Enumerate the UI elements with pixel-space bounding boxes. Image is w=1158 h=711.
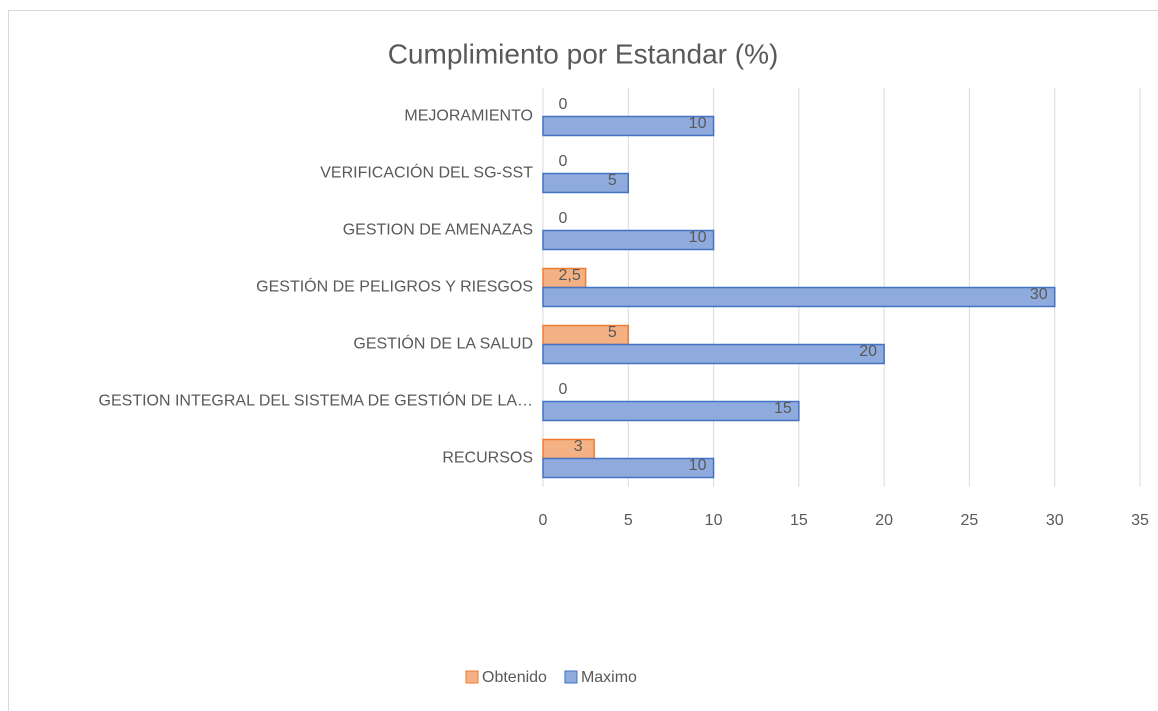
data-label: 20 <box>859 343 877 360</box>
bar <box>542 438 595 460</box>
data-label: 10 <box>689 115 707 132</box>
data-label: 5 <box>608 172 617 189</box>
x-tick-label: 20 <box>875 512 893 529</box>
y-tick-label: GESTIÓN DE PELIGROS Y RIESGOS <box>256 277 533 296</box>
data-label: 0 <box>559 153 568 170</box>
x-tick-label: 25 <box>961 512 979 529</box>
y-tick-label: GESTIÓN DE LA SALUD <box>353 334 533 353</box>
data-label: 30 <box>1030 286 1048 303</box>
bar <box>542 229 715 251</box>
x-tick-label: 30 <box>1046 512 1064 529</box>
data-label: 0 <box>559 381 568 398</box>
y-tick-label: RECURSOS <box>442 450 533 467</box>
x-tick-label: 35 <box>1131 512 1149 529</box>
data-label: 5 <box>608 324 617 341</box>
data-label: 0 <box>559 210 568 227</box>
data-label: 10 <box>689 457 707 474</box>
y-tick-label: GESTION DE AMENAZAS <box>343 222 533 239</box>
x-tick-label: 0 <box>539 512 548 529</box>
data-label: 15 <box>774 400 792 417</box>
bar <box>542 400 800 422</box>
bar <box>542 115 715 137</box>
chart-border <box>8 10 1158 711</box>
legend-label: Maximo <box>581 669 637 686</box>
data-label: 2,5 <box>559 267 581 284</box>
y-tick-label: VERIFICACIÓN DEL SG-SST <box>320 163 533 182</box>
bar <box>542 343 885 365</box>
bar <box>542 286 1056 308</box>
data-label: 3 <box>574 438 583 455</box>
x-tick-label: 10 <box>705 512 723 529</box>
y-tick-label: GESTION INTEGRAL DEL SISTEMA DE GESTIÓN … <box>99 391 533 410</box>
data-label: 10 <box>689 229 707 246</box>
legend-label: Obtenido <box>482 669 547 686</box>
y-tick-label: MEJORAMIENTO <box>404 108 533 125</box>
bar <box>542 457 715 479</box>
chart-title: Cumplimiento por Estandar (%) <box>388 38 779 69</box>
x-tick-label: 15 <box>790 512 808 529</box>
data-label: 0 <box>559 96 568 113</box>
bar <box>542 172 630 194</box>
x-tick-label: 5 <box>624 512 633 529</box>
legend-swatch <box>564 670 578 684</box>
legend-swatch <box>465 670 479 684</box>
